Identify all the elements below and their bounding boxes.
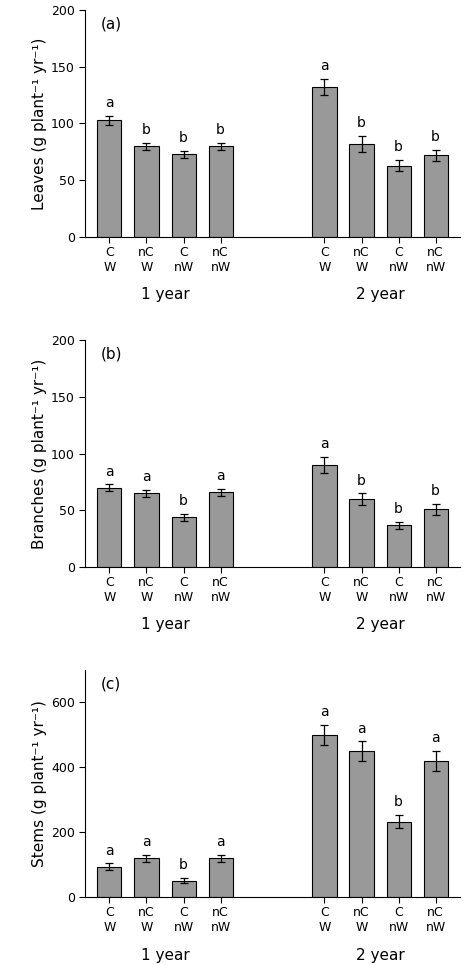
Text: b: b xyxy=(394,502,403,516)
Bar xyxy=(209,492,233,567)
Text: a: a xyxy=(357,722,366,735)
Bar xyxy=(135,859,158,897)
Text: b: b xyxy=(142,124,151,137)
Text: a: a xyxy=(431,731,440,745)
Bar xyxy=(424,760,448,897)
Y-axis label: Stems (g plant⁻¹ yr⁻¹): Stems (g plant⁻¹ yr⁻¹) xyxy=(32,701,47,868)
Bar xyxy=(349,499,374,567)
Bar xyxy=(312,465,337,567)
Bar xyxy=(349,144,374,237)
Text: 2 year: 2 year xyxy=(356,618,404,632)
Bar xyxy=(209,859,233,897)
Text: b: b xyxy=(179,494,188,509)
Text: a: a xyxy=(105,96,114,110)
Text: b: b xyxy=(357,117,366,130)
Bar xyxy=(97,867,121,897)
Bar xyxy=(312,87,337,237)
Bar xyxy=(172,880,196,897)
Bar xyxy=(172,517,196,567)
Text: b: b xyxy=(394,140,403,154)
Text: a: a xyxy=(320,437,329,452)
Text: a: a xyxy=(320,705,329,719)
Text: 1 year: 1 year xyxy=(141,948,190,962)
Bar xyxy=(424,510,448,567)
Text: a: a xyxy=(320,60,329,73)
Text: b: b xyxy=(357,474,366,487)
Text: 2 year: 2 year xyxy=(356,948,404,962)
Y-axis label: Branches (g plant⁻¹ yr⁻¹): Branches (g plant⁻¹ yr⁻¹) xyxy=(32,358,47,549)
Text: 1 year: 1 year xyxy=(141,288,190,302)
Text: b: b xyxy=(431,483,440,498)
Text: (c): (c) xyxy=(100,676,120,692)
Bar xyxy=(209,147,233,237)
Text: a: a xyxy=(216,469,225,483)
Text: b: b xyxy=(179,131,188,145)
Text: a: a xyxy=(216,836,225,849)
Bar xyxy=(387,821,410,897)
Text: b: b xyxy=(216,124,225,137)
Bar xyxy=(424,155,448,237)
Bar xyxy=(97,120,121,237)
Text: b: b xyxy=(179,858,188,872)
Text: a: a xyxy=(105,464,114,479)
Text: a: a xyxy=(105,843,114,858)
Text: 1 year: 1 year xyxy=(141,618,190,632)
Bar xyxy=(135,493,158,567)
Bar xyxy=(387,166,410,237)
Text: b: b xyxy=(394,795,403,810)
Bar xyxy=(172,154,196,237)
Bar xyxy=(135,147,158,237)
Text: a: a xyxy=(142,470,151,484)
Bar xyxy=(312,735,337,897)
Bar xyxy=(387,525,410,567)
Bar xyxy=(349,751,374,897)
Text: b: b xyxy=(431,130,440,144)
Bar xyxy=(97,487,121,567)
Text: a: a xyxy=(142,836,151,849)
Text: (a): (a) xyxy=(100,16,121,32)
Y-axis label: Leaves (g plant⁻¹ yr⁻¹): Leaves (g plant⁻¹ yr⁻¹) xyxy=(32,38,47,209)
Text: (b): (b) xyxy=(100,346,122,362)
Text: 2 year: 2 year xyxy=(356,288,404,302)
